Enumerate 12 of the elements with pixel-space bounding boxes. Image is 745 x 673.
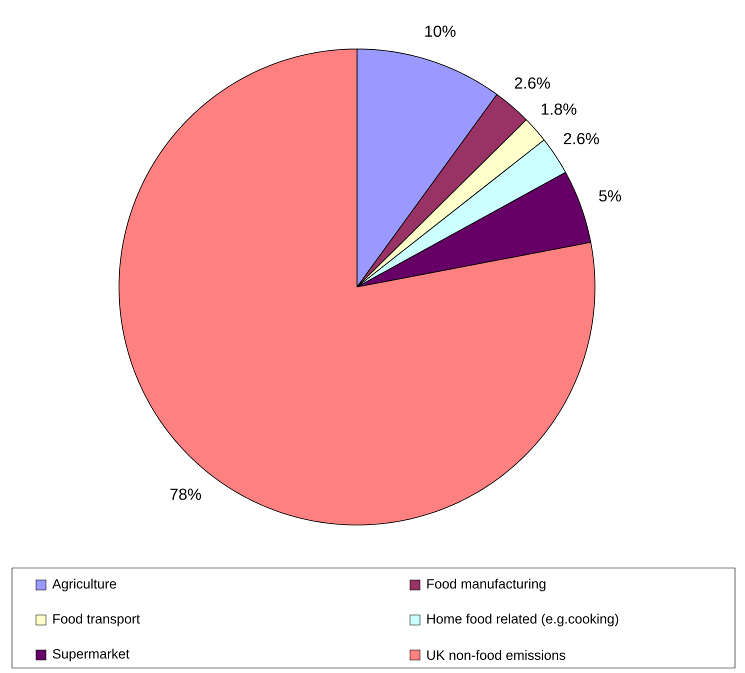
legend-label: Food transport	[53, 614, 140, 626]
legend-label: UK non-food emissions	[427, 650, 566, 660]
legend-label: Supermarket	[52, 648, 130, 662]
legend-label: Agriculture	[52, 578, 116, 592]
data-label: 5%	[599, 190, 622, 202]
data-label: 2.6%	[514, 77, 550, 89]
data-label: 1.8%	[542, 103, 576, 115]
legend-label: Food manufacturing	[427, 578, 546, 592]
data-label: 78%	[170, 488, 202, 500]
data-label: 10%	[425, 26, 456, 37]
data-label: 2.6%	[564, 132, 599, 144]
legend-label: Home food related (e.g.cooking)	[427, 614, 618, 626]
